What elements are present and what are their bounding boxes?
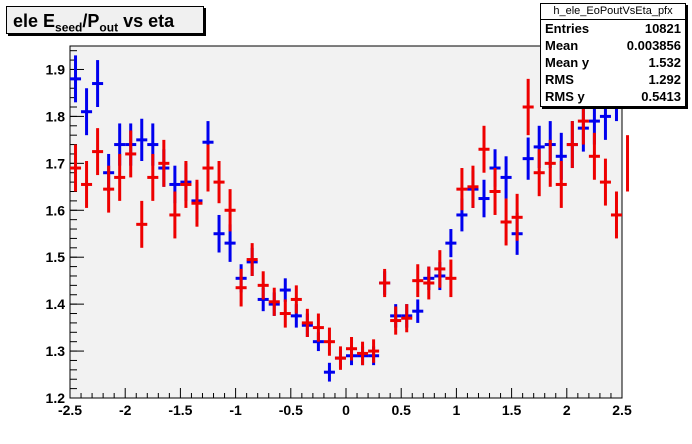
red-data-point	[312, 313, 324, 342]
blue-data-point	[279, 278, 291, 302]
red-data-point	[246, 243, 258, 276]
red-data-point	[610, 191, 622, 239]
y-tick-label: 1.8	[46, 108, 66, 124]
red-data-point	[445, 259, 457, 298]
x-tick-label: -2.5	[58, 402, 82, 418]
y-tick-label: 1.5	[46, 249, 66, 265]
red-data-point	[136, 200, 148, 248]
red-data-point	[103, 165, 115, 213]
red-data-point	[81, 160, 93, 208]
title-sub-out: out	[99, 20, 119, 35]
title-sub-seed: seed	[55, 20, 83, 35]
red-data-point	[390, 306, 402, 335]
plot-frame	[69, 45, 623, 399]
red-data-point	[323, 327, 335, 356]
stats-row-rms: RMS 1.292	[545, 72, 681, 87]
blue-data-point	[92, 60, 104, 108]
stats-name: h_ele_EoPoutVsEta_pfx	[541, 4, 685, 20]
red-data-point	[500, 198, 512, 246]
x-tick-label: -1	[229, 402, 242, 418]
red-data-point	[599, 158, 611, 206]
red-data-point	[147, 153, 159, 201]
title-main: ele E	[13, 11, 56, 31]
axes: -2.5 -2 -1.5 -1 -0.5 0 0.5 1 1.5 2 2.5 1.2 1.3 1.4 1.5…	[46, 50, 632, 418]
red-data-point	[279, 299, 291, 328]
blue-data-point	[136, 118, 148, 161]
y-tick-label: 1.4	[46, 296, 66, 312]
data-marks	[70, 55, 630, 382]
red-data-point	[626, 135, 630, 192]
stats-row-mean: Mean 0.003856	[545, 38, 681, 53]
x-tick-label: 0.5	[391, 402, 411, 418]
red-data-point	[191, 179, 203, 227]
red-data-point	[478, 125, 490, 173]
blue-data-point	[412, 299, 424, 323]
x-tick-label: 0	[342, 402, 350, 418]
red-data-point	[533, 149, 545, 197]
red-data-point	[357, 341, 369, 366]
red-data-point	[70, 144, 82, 192]
y-tick-label: 1.9	[46, 61, 66, 77]
red-data-point	[368, 339, 380, 363]
red-data-point	[114, 153, 126, 201]
red-data-point	[268, 287, 280, 316]
red-data-point	[522, 78, 534, 136]
red-data-point	[544, 139, 556, 187]
red-data-point	[235, 268, 247, 307]
title-mid: /P	[82, 11, 100, 31]
x-tick-label: 1	[453, 402, 461, 418]
red-data-point	[346, 336, 358, 361]
x-tick-label: -0.5	[279, 402, 303, 418]
red-data-point	[566, 121, 578, 169]
blue-data-point	[70, 55, 82, 103]
red-data-point	[456, 168, 468, 211]
red-data-point	[92, 128, 104, 176]
red-data-point	[224, 189, 236, 232]
blue-data-point	[478, 179, 490, 218]
blue-data-point	[323, 362, 335, 382]
red-data-point	[434, 250, 446, 288]
red-data-point	[555, 160, 567, 208]
red-data-point	[401, 304, 413, 333]
y-tick-label: 1.7	[46, 155, 66, 171]
red-data-point	[169, 191, 181, 239]
blue-data-point	[81, 88, 93, 136]
y-tick-label: 1.3	[46, 343, 66, 359]
title-tail: vs eta	[118, 11, 175, 31]
red-data-point	[379, 268, 391, 298]
red-data-point	[290, 285, 302, 314]
red-data-point	[257, 271, 269, 300]
stats-row-rms-y: RMS y 0.5413	[545, 89, 681, 104]
blue-data-point	[213, 214, 225, 253]
y-tick-label: 1.6	[46, 202, 66, 218]
red-data-point	[158, 139, 170, 187]
stats-row-entries: Entries 10821	[545, 21, 681, 36]
stats-row-mean-y: Mean y 1.532	[545, 55, 681, 70]
x-tick-label: -2	[119, 402, 132, 418]
y-tick-label: 1.2	[46, 390, 66, 406]
blue-data-point	[522, 137, 534, 180]
red-data-point	[511, 193, 523, 241]
x-tick-label: 1.5	[502, 402, 522, 418]
blue-data-point	[500, 156, 512, 199]
red-data-point	[588, 132, 600, 180]
blue-data-point	[445, 229, 457, 258]
x-tick-label: -1.5	[168, 402, 192, 418]
red-data-point	[180, 160, 192, 208]
red-data-point	[489, 168, 501, 215]
red-data-point	[125, 130, 137, 178]
x-tick-label: 2.5	[612, 402, 632, 418]
red-data-point	[334, 346, 346, 370]
red-data-point	[423, 266, 435, 300]
red-data-point	[467, 165, 479, 208]
chart-title: ele Eseed/Pout vs eta	[6, 6, 204, 35]
red-data-point	[213, 160, 225, 204]
stats-box: h_ele_EoPoutVsEta_pfx Entries 10821 Mean 0…	[540, 3, 686, 107]
x-tick-label: 2	[563, 402, 571, 418]
red-data-point	[301, 308, 313, 337]
red-data-point	[412, 264, 424, 298]
red-data-point	[202, 144, 214, 192]
